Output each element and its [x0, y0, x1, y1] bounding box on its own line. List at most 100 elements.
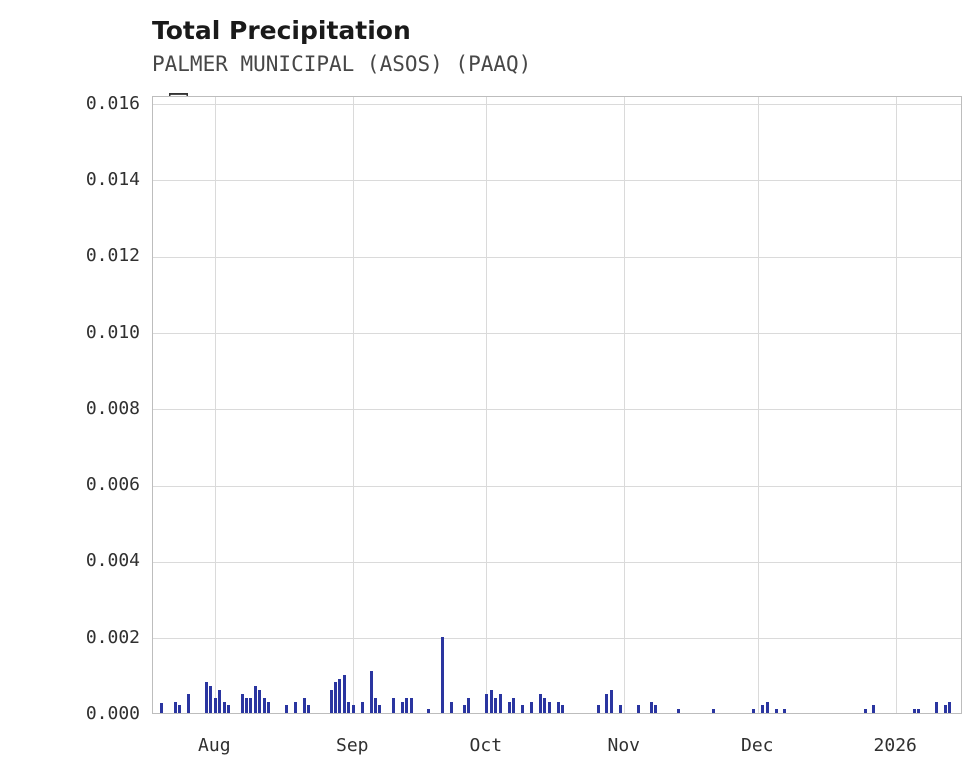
x-tick-label: Oct — [469, 735, 503, 756]
precipitation-bar — [253, 686, 257, 713]
x-tick-label: 2026 — [873, 735, 917, 756]
y-gridline — [153, 409, 961, 411]
precipitation-bar — [556, 701, 560, 713]
precipitation-bar — [649, 701, 653, 713]
precipitation-bar — [240, 693, 244, 713]
y-tick-label: 0.014 — [85, 168, 140, 190]
precipitation-bar — [872, 705, 876, 713]
y-gridline — [153, 180, 961, 182]
precipitation-bar — [405, 697, 409, 713]
precipitation-bar — [543, 697, 547, 713]
y-gridline — [153, 104, 961, 106]
y-tick-label: 0.006 — [85, 474, 140, 496]
precipitation-bar — [329, 690, 333, 713]
precipitation-bar — [449, 701, 453, 713]
precipitation-bar — [485, 693, 489, 713]
y-gridline — [153, 638, 961, 640]
precipitation-bar — [262, 697, 266, 713]
precipitation-bar — [752, 709, 756, 713]
precipitation-bar — [307, 705, 311, 713]
x-tick-label: Sep — [336, 735, 369, 756]
precipitation-bar — [605, 693, 609, 713]
precipitation-bar — [676, 709, 680, 713]
precipitation-bar — [187, 693, 191, 713]
precipitation-bar — [160, 703, 164, 713]
precipitation-bar — [347, 701, 351, 713]
precipitation-bar — [498, 693, 502, 713]
x-tick-label: Nov — [607, 735, 640, 756]
precipitation-bar — [173, 701, 177, 713]
precipitation-bar — [511, 697, 515, 713]
x-tick-label: Dec — [741, 735, 774, 756]
precipitation-bar — [636, 705, 640, 713]
precipitation-bar — [440, 636, 444, 713]
x-gridline — [895, 97, 897, 713]
precipitation-bar — [360, 701, 364, 713]
precipitation-bar — [520, 705, 524, 713]
precipitation-bar — [774, 709, 778, 713]
precipitation-bar — [400, 701, 404, 713]
precipitation-bar — [654, 705, 658, 713]
precipitation-bar — [783, 709, 787, 713]
precipitation-bar — [338, 678, 342, 713]
x-gridline — [486, 97, 488, 713]
precipitation-bar — [374, 697, 378, 713]
precipitation-bar — [204, 682, 208, 713]
y-tick-label: 0.004 — [85, 550, 140, 572]
x-tick-label: Aug — [198, 735, 231, 756]
precipitation-bar — [427, 709, 431, 713]
precipitation-bar — [618, 705, 622, 713]
precipitation-bar — [333, 682, 337, 713]
y-gridline — [153, 561, 961, 563]
precipitation-bar — [765, 701, 769, 713]
y-tick-label: 0.010 — [85, 321, 140, 343]
precipitation-bar — [560, 705, 564, 713]
precipitation-bar — [249, 697, 253, 713]
precipitation-bar — [351, 705, 355, 713]
precipitation-bar — [538, 693, 542, 713]
precipitation-bar — [293, 701, 297, 713]
precipitation-bar — [609, 690, 613, 713]
y-tick-label: 0.000 — [85, 703, 140, 724]
precipitation-bar — [209, 686, 213, 713]
precipitation-bar — [712, 709, 716, 713]
precipitation-bar — [529, 701, 533, 713]
x-gridline — [214, 97, 216, 713]
y-tick-label: 0.016 — [85, 92, 140, 114]
precipitation-bar — [409, 697, 413, 713]
precipitation-bar — [489, 690, 493, 713]
y-tick-label: 0.012 — [85, 245, 140, 267]
precipitation-bar — [342, 674, 346, 713]
chart-title: Total Precipitation — [152, 16, 411, 45]
precipitation-bar — [507, 701, 511, 713]
precipitation-bar — [596, 705, 600, 713]
precipitation-bar — [943, 705, 947, 713]
precipitation-bar — [213, 697, 217, 713]
precipitation-bar — [494, 697, 498, 713]
precipitation-bar — [547, 701, 551, 713]
y-tick-label: 0.008 — [85, 397, 140, 419]
precipitation-bar — [369, 671, 373, 713]
x-gridline — [757, 97, 759, 713]
chart-subtitle: PALMER MUNICIPAL (ASOS) (PAAQ) — [152, 52, 532, 76]
plot-area — [152, 96, 962, 714]
precipitation-bar — [934, 701, 938, 713]
precipitation-bar — [378, 705, 382, 713]
y-gridline — [153, 333, 961, 335]
precipitation-bar — [178, 705, 182, 713]
precipitation-bar — [916, 709, 920, 713]
x-gridline — [624, 97, 626, 713]
precipitation-bar — [285, 705, 289, 713]
y-gridline — [153, 256, 961, 258]
precipitation-bar — [227, 705, 231, 713]
precipitation-bar — [391, 697, 395, 713]
precipitation-bar — [244, 697, 248, 713]
precipitation-bar — [258, 690, 262, 713]
x-gridline — [352, 97, 354, 713]
precipitation-bar — [302, 697, 306, 713]
precipitation-bar — [948, 701, 952, 713]
precipitation-bar — [467, 697, 471, 713]
precipitation-bar — [218, 690, 222, 713]
precipitation-bar — [267, 701, 271, 713]
